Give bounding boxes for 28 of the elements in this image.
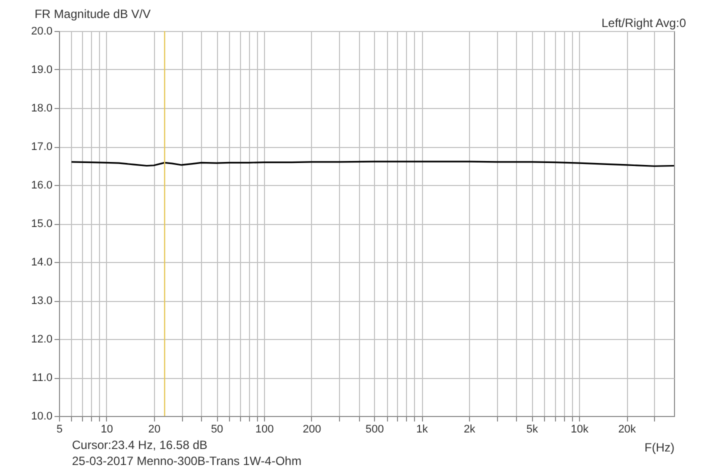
y-tick-label: 10.0 [31, 410, 52, 422]
x-tick-label: 100 [255, 424, 274, 436]
text: Cursor:23.4 Hz, 16.58 dB [72, 438, 208, 452]
x-tick-label: 200 [302, 424, 322, 436]
y-tick-label: 14.0 [31, 256, 52, 268]
y-tick-label: 12.0 [31, 334, 52, 346]
x-tick-label: 10k [570, 424, 589, 436]
y-tick-label: 16.0 [31, 180, 52, 192]
x-tick-label: 2k [464, 424, 476, 436]
x-tick-label: 10 [100, 424, 114, 436]
x-axis-title: F(Hz) [644, 440, 674, 454]
x-tick-label: 5k [526, 424, 539, 436]
text: Left/Right Avg:0 [601, 16, 686, 30]
x-tick-label: 1k [416, 424, 428, 436]
y-tick-label: 13.0 [31, 295, 52, 307]
x-tick-label: 20 [148, 424, 160, 436]
y-tick-label: 19.0 [31, 64, 52, 76]
text: 25-03-2017 Menno-300B-Trans 1W-4-Ohm [72, 454, 302, 468]
x-tick-label: 20k [618, 424, 636, 436]
y-tick-label: 20.0 [31, 26, 52, 38]
x-tick-label: 5 [56, 424, 63, 436]
x-tick-label: 500 [365, 424, 384, 436]
y-tick-label: 11.0 [32, 372, 52, 384]
x-tick-label: 50 [210, 424, 224, 436]
chart-title: FR Magnitude dB V/V [34, 7, 151, 21]
y-tick-label: 17.0 [31, 141, 52, 153]
y-tick-label: 18.0 [31, 102, 52, 114]
y-tick-label: 15.0 [31, 218, 52, 230]
